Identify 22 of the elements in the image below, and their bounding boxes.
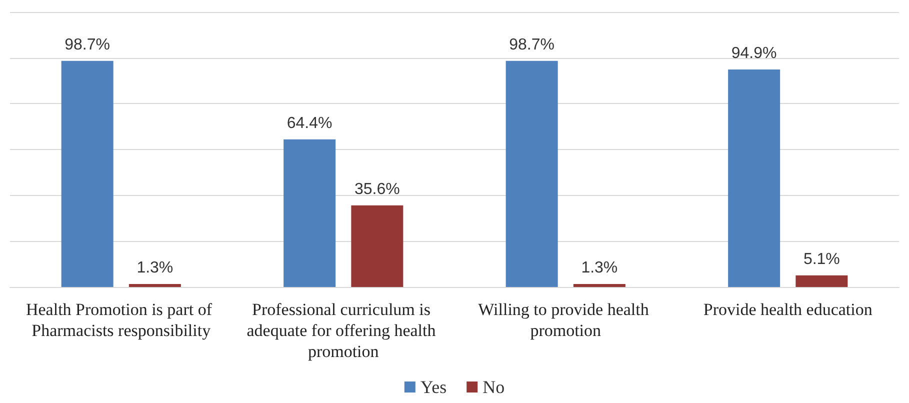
x-tick-label: Provide health education bbox=[703, 300, 873, 319]
bar bbox=[128, 284, 181, 287]
bar bbox=[506, 60, 558, 287]
legend-label: Yes bbox=[420, 377, 447, 397]
bar bbox=[796, 275, 848, 287]
data-label: 98.7% bbox=[64, 36, 110, 54]
x-tick-label: Willing to provide health promotion bbox=[478, 300, 654, 340]
bar bbox=[61, 60, 114, 287]
x-tick-label: Professional curriculum is adequate for offering health promotion bbox=[246, 300, 440, 361]
data-label: 98.7% bbox=[509, 36, 555, 54]
data-label: 5.1% bbox=[803, 250, 840, 268]
data-label: 1.3% bbox=[581, 260, 618, 277]
bar bbox=[728, 70, 780, 287]
data-label: 94.9% bbox=[731, 45, 777, 62]
bar bbox=[351, 205, 404, 287]
x-tick-label: Health Promotion is part of Pharmacists responsibility bbox=[26, 300, 216, 340]
data-label: 35.6% bbox=[354, 180, 400, 198]
legend-label: No bbox=[482, 377, 505, 397]
data-label: 1.3% bbox=[136, 260, 174, 277]
bar bbox=[284, 139, 336, 287]
bar bbox=[573, 284, 626, 287]
data-label: 64.4% bbox=[286, 114, 332, 132]
